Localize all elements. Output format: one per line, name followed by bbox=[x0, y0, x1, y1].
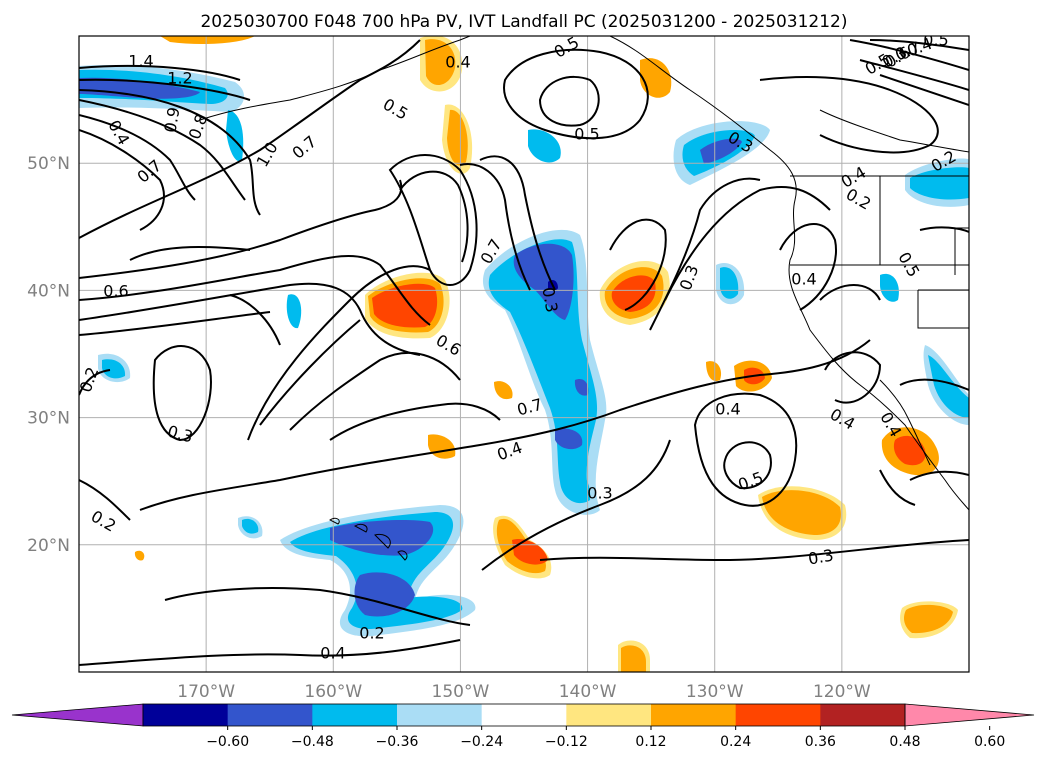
pv-contours bbox=[79, 39, 969, 666]
colorbar-frame bbox=[142, 703, 906, 727]
colorbar-extend-high bbox=[904, 703, 1035, 727]
positive-anomaly-region bbox=[160, 36, 255, 44]
contour-label: 0.4 bbox=[791, 270, 816, 289]
map-title: 2025030700 F048 700 hPa PV, IVT Landfall… bbox=[200, 12, 847, 32]
positive-anomaly-region bbox=[512, 539, 548, 565]
negative-anomaly-region bbox=[555, 428, 583, 450]
shaded-anomaly-fills bbox=[79, 36, 969, 672]
negative-anomaly-region bbox=[574, 379, 589, 396]
colorbar-extend-low bbox=[11, 703, 144, 727]
positive-anomaly-region bbox=[706, 361, 722, 382]
negative-anomaly-region bbox=[566, 469, 591, 503]
contour-label: 0.3 bbox=[807, 545, 835, 568]
negative-anomaly-region bbox=[286, 294, 302, 329]
positive-anomaly-region bbox=[621, 645, 646, 672]
latitude-label: 20°N bbox=[27, 536, 70, 556]
colorbar-tick-label: −0.48 bbox=[291, 734, 334, 750]
contour-label: 0.5 bbox=[574, 125, 599, 144]
longitude-label: 130°W bbox=[686, 682, 744, 702]
positive-anomaly-region bbox=[447, 109, 468, 166]
negative-anomaly-region bbox=[354, 572, 415, 617]
colorbar-tick-label: 0.60 bbox=[974, 734, 1005, 750]
contour-label: 0.5 bbox=[923, 31, 948, 50]
latitude-labels: 50°N 40°N 30°N 20°N bbox=[27, 154, 70, 556]
colorbar-tick-label: 0.36 bbox=[805, 734, 836, 750]
contour-label: 0.3 bbox=[538, 286, 561, 314]
negative-anomaly-region bbox=[242, 518, 259, 534]
negative-anomaly-region bbox=[513, 243, 574, 320]
colorbar-swatch bbox=[481, 704, 567, 726]
negative-anomaly-region bbox=[79, 77, 200, 99]
positive-anomaly-region bbox=[494, 381, 513, 400]
negative-anomaly-region bbox=[226, 110, 244, 162]
colorbar: −0.60 −0.48 −0.36 −0.24 −0.12 0.12 0.24 0.36 0.4… bbox=[11, 703, 1035, 750]
positive-anomaly-region bbox=[611, 275, 656, 312]
colorbar-tick-label: −0.24 bbox=[460, 734, 503, 750]
positive-anomaly-region bbox=[762, 490, 841, 535]
contour-label: 0.4 bbox=[445, 53, 470, 72]
colorbar-swatch bbox=[397, 704, 483, 726]
negative-anomaly-region bbox=[102, 359, 126, 379]
colorbar-swatch bbox=[651, 704, 737, 726]
colorbar-swatch bbox=[143, 704, 229, 726]
colorbar-swatch bbox=[735, 704, 821, 726]
positive-anomaly-region bbox=[904, 604, 953, 634]
contour-label: 1.4 bbox=[128, 52, 153, 71]
negative-anomaly-region bbox=[928, 355, 969, 418]
longitude-label: 170°W bbox=[177, 682, 235, 702]
longitude-label: 160°W bbox=[304, 682, 362, 702]
contour-label: 0.4 bbox=[320, 644, 345, 663]
contour-label: 0.6 bbox=[103, 282, 128, 301]
latitude-label: 30°N bbox=[27, 409, 70, 429]
positive-anomaly-region bbox=[134, 550, 145, 561]
coastline-lines bbox=[199, 36, 969, 561]
contour-label: 0.4 bbox=[715, 400, 740, 419]
longitude-labels: 170°W 160°W 150°W 140°W 130°W 120°W bbox=[177, 682, 871, 702]
colorbar-tick-label: 0.24 bbox=[720, 734, 751, 750]
contour-labels: 1.41.20.4 0.80.91.00.70.70.60.20.30.20.50… bbox=[79, 31, 959, 663]
colorbar-tick-label: 0.12 bbox=[635, 734, 666, 750]
colorbar-swatch bbox=[312, 704, 398, 726]
colorbar-tick-label: 0.48 bbox=[889, 734, 920, 750]
negative-anomaly-region bbox=[910, 167, 969, 200]
contour-label: 0.2 bbox=[359, 624, 384, 643]
contour-label: 1.2 bbox=[167, 69, 192, 88]
longitude-label: 150°W bbox=[432, 682, 490, 702]
negative-anomaly-region bbox=[880, 273, 899, 302]
colorbar-tick-label: −0.60 bbox=[206, 734, 249, 750]
latitude-label: 40°N bbox=[27, 281, 70, 301]
map-frame bbox=[78, 35, 970, 673]
colorbar-swatch bbox=[227, 704, 313, 726]
colorbar-swatch bbox=[820, 704, 906, 726]
latitude-label: 50°N bbox=[27, 154, 70, 174]
colorbar-tick-label: −0.36 bbox=[376, 734, 419, 750]
colorbar-tick-label: −0.12 bbox=[545, 734, 588, 750]
negative-anomaly-region bbox=[330, 520, 434, 556]
longitude-label: 120°W bbox=[813, 682, 871, 702]
negative-anomaly-region bbox=[700, 138, 742, 164]
contour-label: 0.3 bbox=[587, 484, 612, 503]
contour-label: 0.9 bbox=[160, 106, 183, 134]
negative-anomaly-region bbox=[528, 129, 561, 163]
colorbar-swatch bbox=[566, 704, 652, 726]
longitude-label: 140°W bbox=[559, 682, 617, 702]
